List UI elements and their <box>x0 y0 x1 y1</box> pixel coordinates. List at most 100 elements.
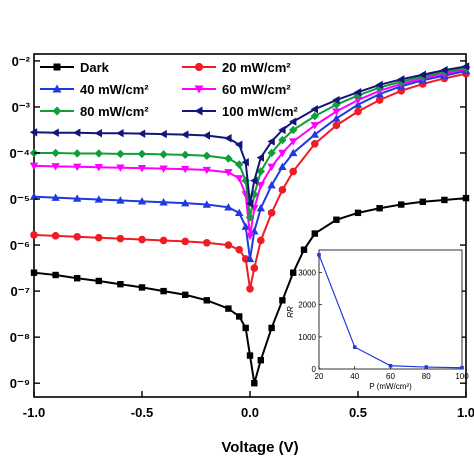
data-point-4-5 <box>137 149 147 159</box>
data-point-3-14 <box>256 182 265 190</box>
data-point-3-1 <box>51 163 60 171</box>
data-point-1-0 <box>30 231 38 239</box>
data-point-4-10 <box>235 160 244 169</box>
legend-marker-4 <box>52 106 62 116</box>
legend-label-4: 80 mW/cm² <box>80 104 149 119</box>
data-point-3-17 <box>289 138 298 146</box>
inset-chart: 0 1000 2000 3000 20 40 60 80 100 RR P (mW/cm²) <box>286 249 469 391</box>
data-point-1-5 <box>138 235 146 244</box>
data-point-3-2 <box>73 163 82 171</box>
data-point-1-10 <box>235 245 243 254</box>
data-point-1-15 <box>267 209 276 217</box>
data-point-2-9 <box>224 203 233 211</box>
data-point-1-17 <box>289 167 298 176</box>
data-point-0-15 <box>268 324 275 332</box>
legend-marker-2 <box>52 84 62 93</box>
data-point-5-7 <box>181 130 189 139</box>
data-point-5-3 <box>94 128 102 138</box>
data-point-1-7 <box>181 237 189 246</box>
data-point-2-7 <box>181 198 190 207</box>
data-point-2-8 <box>202 200 211 208</box>
inset-data-point-3 <box>424 365 429 369</box>
y-tick-label: 0⁻⁹ <box>10 376 30 391</box>
inset-y-tick-label: 3000 <box>298 269 316 278</box>
data-point-0-19 <box>311 230 318 237</box>
data-point-5-18 <box>310 105 318 114</box>
data-point-2-16 <box>278 162 287 170</box>
data-point-0-21 <box>354 209 362 217</box>
data-point-5-22 <box>397 75 405 84</box>
inset-data-point-4 <box>460 365 464 370</box>
x-axis: -1.0 -0.5 0.0 0.5 1.0 <box>23 391 474 420</box>
series-line-3 <box>33 68 467 237</box>
legend-item-0: Dark <box>40 60 110 75</box>
data-point-1-12 <box>246 285 254 293</box>
data-point-5-1 <box>51 128 59 137</box>
data-point-0-16 <box>279 297 286 304</box>
legend-item-2: 40 mW/cm² <box>40 82 149 97</box>
data-point-1-4 <box>116 234 125 243</box>
data-point-1-20 <box>354 107 362 116</box>
y-tick-label: 0⁻⁷ <box>11 284 30 299</box>
y-tick-label: 0⁻² <box>12 54 31 69</box>
data-point-5-16 <box>278 125 286 135</box>
inset-y-tick-label: 0 <box>312 365 317 374</box>
x-tick-label: -1.0 <box>23 405 45 420</box>
data-point-2-3 <box>94 195 103 203</box>
series-5 <box>29 62 470 208</box>
data-point-2-13 <box>250 227 259 235</box>
data-point-0-4 <box>117 281 124 288</box>
data-point-0-8 <box>203 297 210 304</box>
data-point-0-14 <box>257 356 264 364</box>
data-point-5-2 <box>73 128 81 137</box>
data-point-5-14 <box>256 153 264 162</box>
data-point-4-8 <box>202 151 211 160</box>
data-point-3-4 <box>116 164 125 172</box>
data-point-0-10 <box>236 313 243 320</box>
data-point-2-17 <box>289 148 298 157</box>
data-point-1-14 <box>257 236 265 245</box>
legend-item-5: 100 mW/cm² <box>182 104 299 119</box>
legend-label-1: 20 mW/cm² <box>222 60 291 75</box>
data-point-2-18 <box>310 130 319 138</box>
data-point-1-13 <box>250 264 259 272</box>
data-point-4-13 <box>250 190 259 199</box>
data-point-4-3 <box>94 149 103 158</box>
x-axis-title: Voltage (V) <box>221 439 298 456</box>
series-line-2 <box>33 70 467 260</box>
data-point-0-20 <box>333 216 340 223</box>
inset-y-tick-label: 2000 <box>298 301 316 310</box>
inset-x-tick-label: 80 <box>422 372 431 381</box>
data-point-5-23 <box>418 70 426 79</box>
legend-item-3: 60 mW/cm² <box>182 82 291 97</box>
data-point-5-25 <box>461 62 470 71</box>
data-point-3-12 <box>245 232 255 241</box>
data-point-2-14 <box>256 204 265 212</box>
data-point-1-3 <box>95 233 103 242</box>
data-point-4-14 <box>256 167 265 176</box>
data-point-1-21 <box>375 96 384 104</box>
inset-x-title: P (mW/cm²) <box>369 382 412 391</box>
data-point-5-5 <box>137 129 146 138</box>
legend: Dark 20 mW/cm² 40 mW/cm² 60 mW/cm² 80 mW/cm²… <box>40 60 299 119</box>
data-point-0-5 <box>138 284 146 291</box>
data-point-0-23 <box>398 201 405 208</box>
series-1 <box>30 69 470 293</box>
inset-data-point-2 <box>388 363 393 368</box>
data-point-3-9 <box>224 169 233 177</box>
legend-item-1: 20 mW/cm² <box>182 60 291 75</box>
legend-label-3: 60 mW/cm² <box>222 82 291 97</box>
x-tick-label: -0.5 <box>131 405 153 420</box>
data-point-5-0 <box>29 128 38 137</box>
data-point-5-13 <box>250 176 258 185</box>
data-point-2-19 <box>332 114 341 122</box>
data-point-1-9 <box>224 241 233 249</box>
data-point-1-2 <box>73 232 81 241</box>
x-tick-label: 1.0 <box>457 405 474 420</box>
data-point-3-8 <box>202 166 211 175</box>
data-point-0-24 <box>419 198 426 205</box>
data-point-4-7 <box>181 150 190 160</box>
data-point-2-12 <box>245 254 255 263</box>
data-point-3-18 <box>310 122 319 130</box>
